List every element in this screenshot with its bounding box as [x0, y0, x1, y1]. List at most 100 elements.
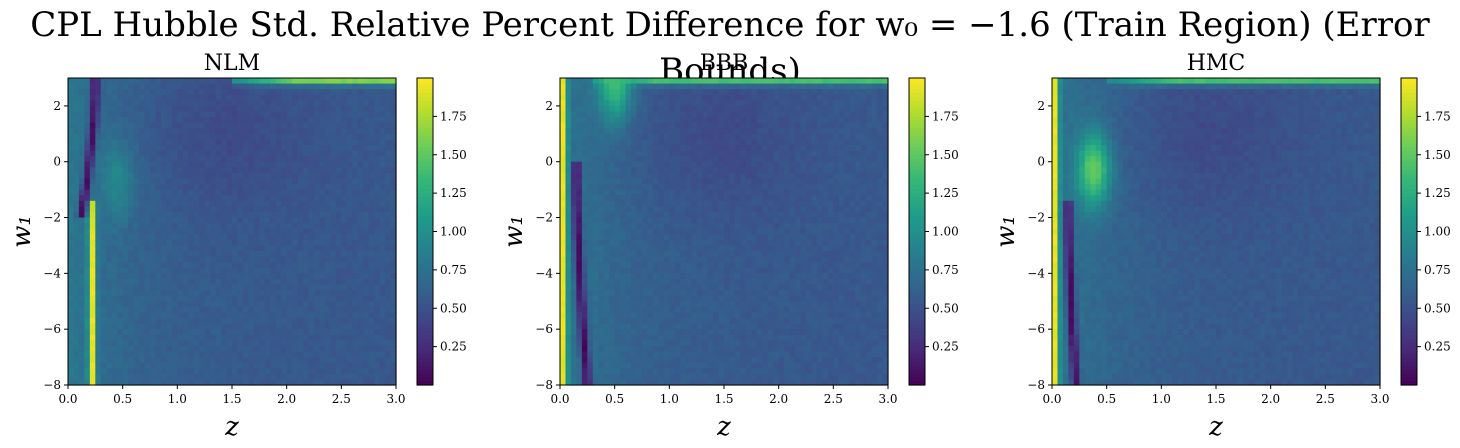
heatmap-cell: [374, 211, 381, 219]
heatmap-cell: [259, 189, 266, 196]
colorbar-tick-label: 0.50: [440, 301, 467, 315]
heatmap-cell: [625, 290, 632, 297]
heatmap-cell: [341, 329, 348, 336]
heatmap-cell: [150, 234, 157, 241]
heatmap-cell: [221, 368, 228, 375]
heatmap-cell: [226, 156, 233, 163]
heatmap-cell: [620, 111, 627, 118]
heatmap-cell: [385, 139, 392, 146]
heatmap-cell: [346, 345, 353, 353]
heatmap-cell: [84, 211, 91, 219]
heatmap-cell: [275, 184, 282, 191]
heatmap-cell: [587, 150, 594, 157]
heatmap-cell: [570, 200, 577, 207]
heatmap-cell: [221, 345, 228, 353]
heatmap-cell: [122, 128, 129, 135]
heatmap-cell: [609, 117, 616, 124]
heatmap-cell: [319, 217, 326, 224]
heatmap-cell: [385, 94, 392, 101]
heatmap-cell: [620, 144, 627, 152]
heatmap-cell: [560, 89, 567, 96]
heatmap-cell: [237, 251, 244, 258]
heatmap-cell: [685, 306, 692, 314]
heatmap-cell: [314, 273, 321, 280]
heatmap-cell: [171, 83, 178, 90]
heatmap-cell: [696, 295, 703, 302]
heatmap-cell: [587, 357, 594, 364]
heatmap-cell: [106, 111, 113, 118]
heatmap-cell: [658, 217, 665, 224]
heatmap-cell: [89, 195, 96, 202]
heatmap-cell: [248, 128, 255, 135]
heatmap-cell: [592, 329, 599, 336]
heatmap-cell: [111, 167, 118, 174]
heatmap-cell: [663, 362, 670, 369]
heatmap-cell: [286, 345, 293, 353]
heatmap-cell: [166, 228, 173, 235]
heatmap-cell: [242, 239, 249, 247]
heatmap-cell: [357, 161, 364, 168]
heatmap-cell: [335, 144, 342, 152]
heatmap-cell: [603, 273, 610, 280]
heatmap-cell: [324, 318, 331, 325]
heatmap-cell: [658, 105, 665, 113]
heatmap-cell: [270, 133, 277, 140]
heatmap-cell: [95, 94, 102, 101]
heatmap-cell: [346, 172, 353, 180]
heatmap-cell: [210, 256, 217, 263]
heatmap-cell: [122, 312, 129, 319]
heatmap-cell: [696, 262, 703, 269]
heatmap-cell: [663, 94, 670, 101]
heatmap-cell: [603, 139, 610, 146]
heatmap-cell: [560, 323, 567, 330]
heatmap-cell: [663, 200, 670, 207]
heatmap-cell: [669, 217, 676, 224]
heatmap-cell: [642, 195, 649, 202]
heatmap-cell: [560, 290, 567, 297]
heatmap-cell: [264, 178, 271, 185]
heatmap-cell: [570, 340, 577, 347]
heatmap-cell: [242, 167, 249, 174]
heatmap-cell: [642, 373, 649, 381]
heatmap-cell: [680, 178, 687, 185]
heatmap-cell: [171, 312, 178, 319]
heatmap-cell: [275, 273, 282, 280]
heatmap-cell: [314, 278, 321, 286]
heatmap-cell: [199, 318, 206, 325]
heatmap-cell: [166, 172, 173, 180]
heatmap-cell: [341, 117, 348, 124]
heatmap-cell: [210, 290, 217, 297]
heatmap-cell: [204, 340, 211, 347]
heatmap-cell: [674, 278, 681, 286]
heatmap-cell: [581, 379, 588, 386]
heatmap-cell: [620, 323, 627, 330]
heatmap-cell: [357, 284, 364, 291]
heatmap-cell: [352, 239, 359, 247]
heatmap-cell: [390, 89, 397, 96]
heatmap-cell: [73, 301, 80, 308]
heatmap-cell: [139, 234, 146, 241]
heatmap-cell: [139, 290, 146, 297]
heatmap-cell: [171, 133, 178, 140]
heatmap-cell: [335, 189, 342, 196]
heatmap-cell: [642, 251, 649, 258]
heatmap-cell: [150, 362, 157, 369]
heatmap-cell: [368, 184, 375, 191]
heatmap-cell: [598, 78, 605, 85]
heatmap-cell: [390, 284, 397, 291]
heatmap-cell: [663, 78, 670, 85]
heatmap-cell: [324, 133, 331, 140]
heatmap-cell: [150, 78, 157, 85]
heatmap-cell: [248, 368, 255, 375]
heatmap-cell: [297, 211, 304, 219]
heatmap-cell: [100, 206, 107, 213]
heatmap-cell: [117, 301, 124, 308]
heatmap-cell: [609, 156, 616, 163]
heatmap-cell: [685, 323, 692, 330]
heatmap-cell: [652, 379, 659, 386]
heatmap-cell: [297, 245, 304, 252]
heatmap-cell: [292, 156, 299, 163]
heatmap-cell: [565, 318, 572, 325]
heatmap-cell: [652, 189, 659, 196]
heatmap-cell: [139, 357, 146, 364]
